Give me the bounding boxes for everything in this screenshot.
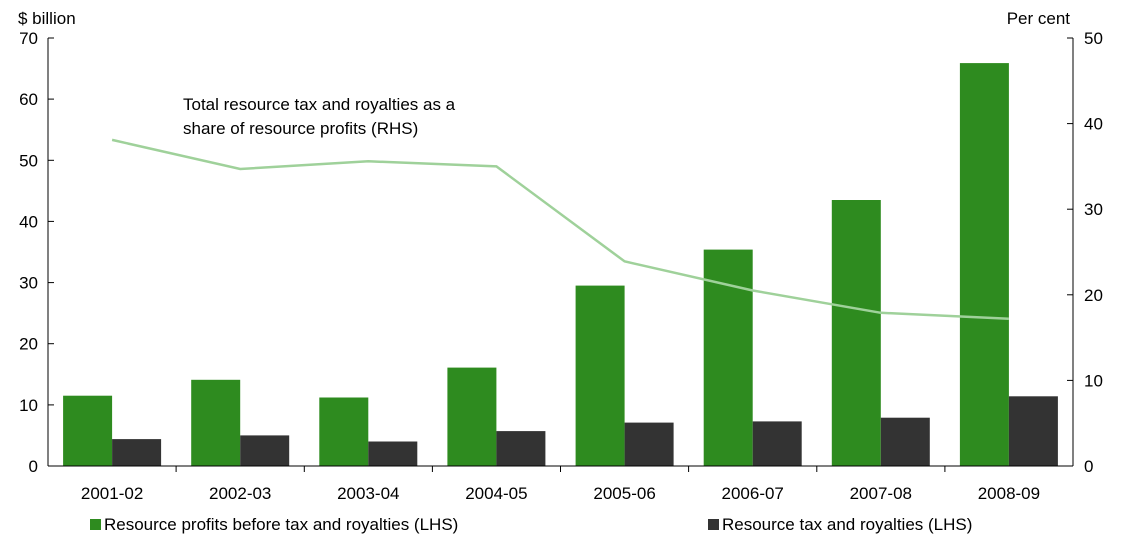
bar-resource-profits-2008-09: [959, 63, 1009, 466]
bars-layer: [63, 63, 1058, 466]
bar-resource-tax-2006-07: [752, 421, 802, 466]
bar-resource-profits-2003-04: [319, 397, 369, 466]
bar-resource-profits-2002-03: [191, 379, 241, 466]
legend-label-tax: Resource tax and royalties (LHS): [722, 515, 972, 534]
bar-resource-tax-2003-04: [368, 441, 418, 466]
right-tick-label-30: 30: [1084, 200, 1103, 219]
left-tick-label-0: 0: [29, 457, 38, 476]
left-tick-label-20: 20: [19, 335, 38, 354]
left-tick-label-70: 70: [19, 29, 38, 48]
line-tax-share: [111, 138, 1009, 321]
bar-resource-tax-2007-08: [880, 417, 930, 466]
right-tick-label-50: 50: [1084, 29, 1103, 48]
left-tick-label-10: 10: [19, 396, 38, 415]
bar-resource-tax-2008-09: [1008, 396, 1058, 466]
x-tick-label-2004-05: 2004-05: [465, 484, 527, 503]
left-tick-label-50: 50: [19, 151, 38, 170]
x-tick-label-2008-09: 2008-09: [978, 484, 1040, 503]
x-tick-label-2001-02: 2001-02: [81, 484, 143, 503]
x-tick-label-2002-03: 2002-03: [209, 484, 271, 503]
right-axis-label: Per cent: [1007, 9, 1071, 28]
line-annotation-line-2: share of resource profits (RHS): [183, 119, 418, 138]
legend-swatch-profits: [90, 519, 101, 530]
right-tick-label-10: 10: [1084, 371, 1103, 390]
bar-resource-profits-2007-08: [831, 200, 881, 466]
left-tick-label-60: 60: [19, 90, 38, 109]
bar-resource-profits-2004-05: [447, 367, 497, 466]
right-tick-label-0: 0: [1084, 457, 1093, 476]
legend: Resource profits before tax and royaltie…: [90, 515, 972, 534]
bar-resource-tax-2004-05: [496, 431, 546, 466]
line-layer: [111, 138, 1010, 321]
right-tick-label-20: 20: [1084, 286, 1103, 305]
left-axis-label: $ billion: [18, 9, 76, 28]
legend-swatch-tax: [708, 519, 719, 530]
bar-resource-tax-2005-06: [624, 422, 674, 466]
left-tick-label-30: 30: [19, 274, 38, 293]
bar-resource-tax-2001-02: [112, 439, 162, 466]
legend-label-profits: Resource profits before tax and royaltie…: [104, 515, 458, 534]
bar-resource-profits-2001-02: [63, 395, 113, 466]
bar-resource-profits-2005-06: [575, 285, 625, 466]
x-tick-label-2005-06: 2005-06: [593, 484, 655, 503]
ticks-layer: 2001-02 2002-03 2003-04 2004-05 2005-06 2006-…: [19, 29, 1103, 503]
x-tick-label-2003-04: 2003-04: [337, 484, 399, 503]
x-tick-label-2007-08: 2007-08: [850, 484, 912, 503]
bar-resource-tax-2002-03: [240, 435, 290, 466]
line-annotation-line-1: Total resource tax and royalties as a: [183, 95, 456, 114]
left-tick-label-40: 40: [19, 212, 38, 231]
x-tick-label-2006-07: 2006-07: [722, 484, 784, 503]
right-tick-label-40: 40: [1084, 115, 1103, 134]
